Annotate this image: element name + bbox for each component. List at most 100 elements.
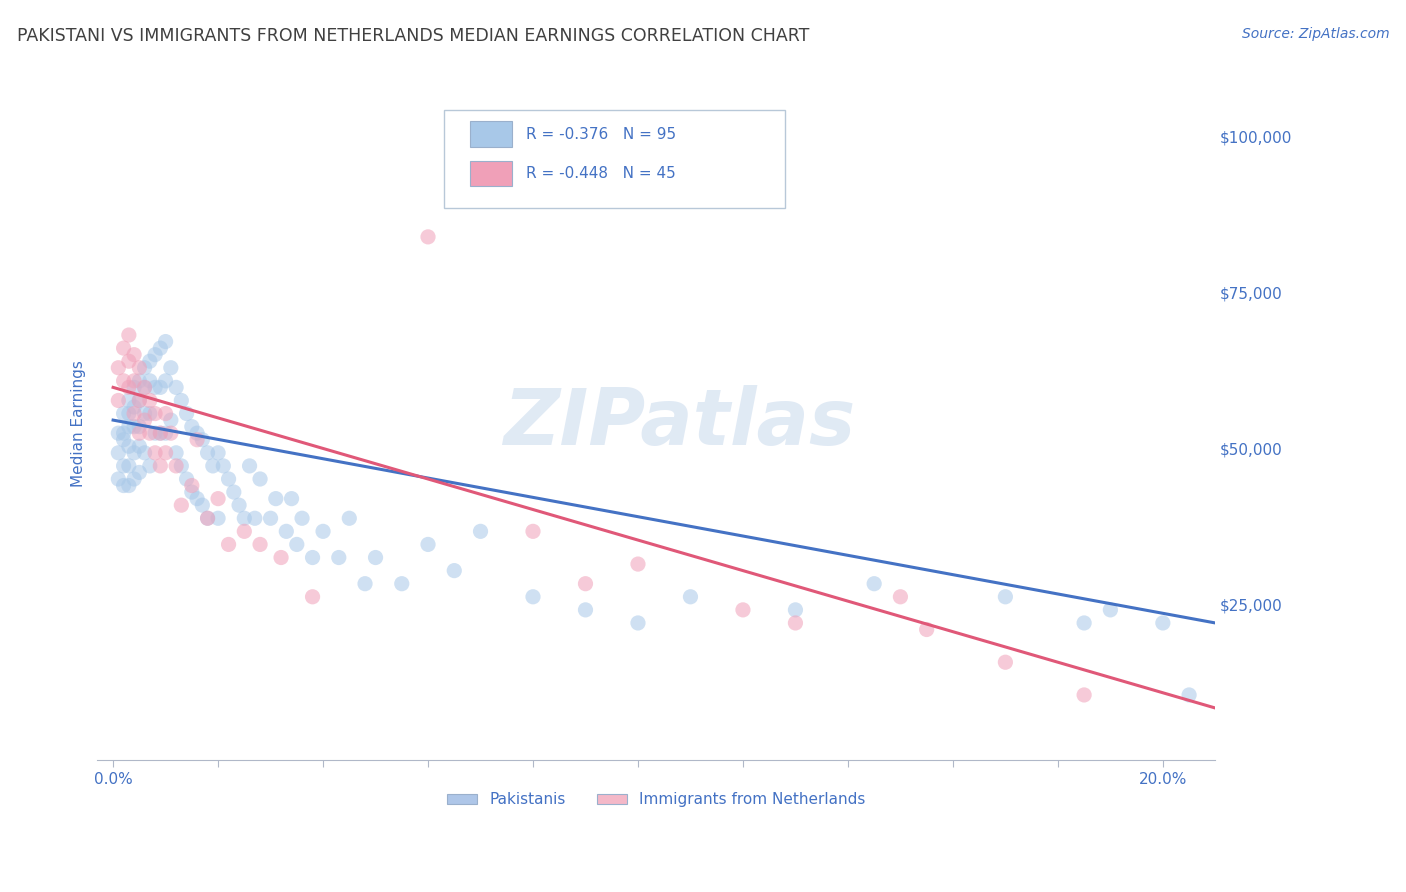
Point bbox=[301, 590, 323, 604]
Point bbox=[186, 426, 208, 441]
Point bbox=[170, 393, 193, 408]
Point bbox=[207, 511, 229, 525]
Point bbox=[107, 426, 129, 441]
Point bbox=[160, 413, 183, 427]
Point bbox=[118, 328, 141, 343]
Text: PAKISTANI VS IMMIGRANTS FROM NETHERLANDS MEDIAN EARNINGS CORRELATION CHART: PAKISTANI VS IMMIGRANTS FROM NETHERLANDS… bbox=[17, 27, 810, 45]
Point bbox=[165, 446, 187, 460]
Point bbox=[165, 458, 187, 473]
Point bbox=[416, 537, 439, 551]
Point bbox=[443, 564, 465, 578]
Point bbox=[1099, 603, 1122, 617]
Point bbox=[889, 590, 911, 604]
Point bbox=[134, 413, 156, 427]
Point bbox=[337, 511, 360, 525]
Point bbox=[112, 341, 135, 355]
Point bbox=[312, 524, 335, 539]
Point bbox=[176, 407, 198, 421]
Bar bbox=[470, 121, 512, 147]
Point bbox=[112, 374, 135, 388]
Point bbox=[143, 380, 166, 394]
Point bbox=[207, 446, 229, 460]
Point bbox=[139, 458, 162, 473]
Point bbox=[134, 380, 156, 394]
Point bbox=[270, 550, 292, 565]
Point bbox=[128, 426, 150, 441]
Point bbox=[128, 374, 150, 388]
Point bbox=[134, 360, 156, 375]
Point bbox=[627, 557, 650, 571]
Point bbox=[165, 380, 187, 394]
Point bbox=[915, 623, 938, 637]
Point bbox=[785, 615, 807, 630]
Point bbox=[112, 478, 135, 492]
Point bbox=[128, 393, 150, 408]
Point bbox=[122, 348, 145, 362]
Point bbox=[143, 348, 166, 362]
Point bbox=[191, 498, 214, 512]
Point bbox=[522, 524, 544, 539]
Point bbox=[128, 393, 150, 408]
Point bbox=[149, 426, 172, 441]
Point bbox=[112, 433, 135, 447]
Point bbox=[155, 426, 177, 441]
Y-axis label: Median Earnings: Median Earnings bbox=[72, 360, 86, 487]
Point bbox=[391, 576, 413, 591]
Point bbox=[155, 374, 177, 388]
Text: R = -0.376   N = 95: R = -0.376 N = 95 bbox=[526, 127, 676, 142]
Point bbox=[149, 341, 172, 355]
Point bbox=[1073, 688, 1095, 702]
Point bbox=[249, 472, 271, 486]
Point bbox=[301, 550, 323, 565]
Point bbox=[134, 446, 156, 460]
Point bbox=[285, 537, 308, 551]
Point bbox=[249, 537, 271, 551]
Point bbox=[128, 439, 150, 453]
Point bbox=[134, 407, 156, 421]
Point bbox=[143, 446, 166, 460]
Point bbox=[574, 576, 596, 591]
Point bbox=[122, 472, 145, 486]
Point bbox=[160, 360, 183, 375]
Point bbox=[264, 491, 287, 506]
Point bbox=[149, 458, 172, 473]
Point bbox=[243, 511, 266, 525]
Point bbox=[627, 615, 650, 630]
Point bbox=[118, 478, 141, 492]
Point bbox=[233, 524, 256, 539]
Point bbox=[291, 511, 314, 525]
Point bbox=[118, 458, 141, 473]
Point bbox=[197, 511, 219, 525]
Point bbox=[170, 498, 193, 512]
Point bbox=[139, 407, 162, 421]
Point bbox=[107, 472, 129, 486]
Point bbox=[170, 458, 193, 473]
Point bbox=[259, 511, 281, 525]
Point bbox=[118, 393, 141, 408]
Point bbox=[328, 550, 350, 565]
Point bbox=[122, 419, 145, 434]
Point bbox=[186, 491, 208, 506]
Point bbox=[122, 407, 145, 421]
Point bbox=[139, 426, 162, 441]
Point bbox=[218, 472, 240, 486]
Point bbox=[118, 439, 141, 453]
Point bbox=[149, 380, 172, 394]
Point bbox=[107, 360, 129, 375]
Point bbox=[364, 550, 387, 565]
Point bbox=[139, 354, 162, 368]
Point bbox=[994, 590, 1017, 604]
Point bbox=[522, 590, 544, 604]
Point bbox=[107, 393, 129, 408]
Point bbox=[128, 360, 150, 375]
Point bbox=[118, 354, 141, 368]
Point bbox=[863, 576, 886, 591]
Point bbox=[112, 458, 135, 473]
Point bbox=[276, 524, 298, 539]
Point bbox=[785, 603, 807, 617]
Point bbox=[180, 478, 202, 492]
Point bbox=[155, 446, 177, 460]
Point bbox=[354, 576, 377, 591]
Point bbox=[416, 230, 439, 244]
Point bbox=[112, 426, 135, 441]
